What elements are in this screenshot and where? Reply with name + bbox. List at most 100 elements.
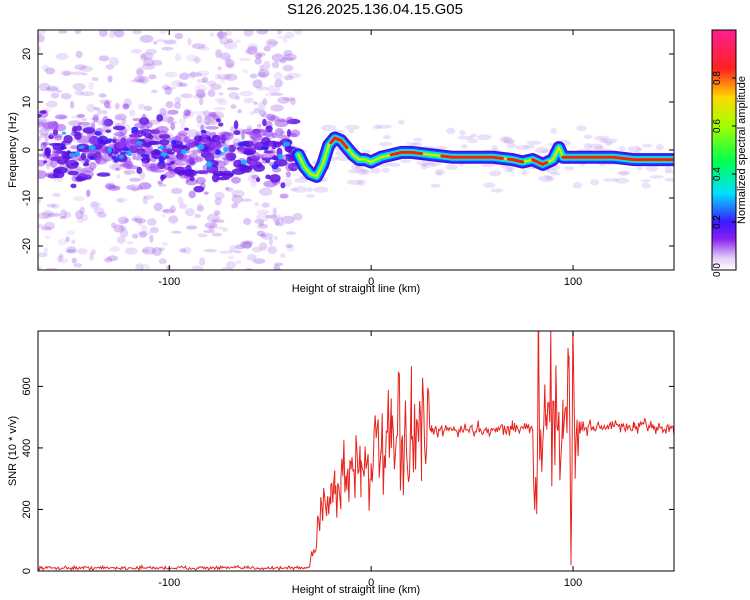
- noise-blob: [202, 43, 207, 50]
- noise-blob: [258, 222, 265, 227]
- halo-blob: [406, 142, 418, 146]
- noise-blob: [211, 218, 217, 226]
- noise-blob: [235, 39, 242, 43]
- noise-blob: [149, 226, 159, 234]
- noise-blob: [256, 52, 266, 57]
- halo-blob: [434, 169, 446, 176]
- noise-blob: [133, 215, 142, 223]
- noise-blob: [71, 239, 76, 245]
- hot-blob: [240, 159, 248, 165]
- noise-blob: [55, 52, 69, 61]
- halo-blob: [383, 135, 392, 140]
- noise-blob: [39, 133, 47, 138]
- band-blob: [183, 109, 191, 117]
- hot-blob: [60, 146, 65, 150]
- noise-blob: [52, 192, 61, 198]
- band-blob: [266, 113, 276, 121]
- band-blob: [223, 157, 229, 166]
- hot-blob: [106, 138, 114, 143]
- band-blob: [233, 130, 241, 136]
- noise-blob: [273, 235, 278, 240]
- noise-blob: [223, 40, 238, 50]
- noise-blob: [174, 32, 184, 40]
- noise-blob: [45, 67, 56, 75]
- noise-blob: [256, 30, 269, 35]
- band-blob: [132, 152, 137, 161]
- noise-blob: [263, 45, 271, 52]
- noise-blob: [38, 120, 45, 129]
- band-blob: [136, 166, 143, 174]
- hot-blob: [94, 131, 102, 136]
- halo-blob: [372, 124, 383, 130]
- noise-blob: [217, 99, 228, 106]
- noise-blob: [202, 110, 211, 118]
- halo-blob: [430, 183, 441, 188]
- band-blob: [148, 140, 162, 145]
- noise-blob: [274, 79, 283, 88]
- band-blob: [39, 110, 47, 114]
- noise-blob: [145, 48, 157, 55]
- band-blob: [194, 135, 203, 143]
- noise-blob: [235, 244, 246, 250]
- noise-blob: [196, 114, 203, 124]
- noise-blob: [186, 129, 199, 138]
- noise-blob: [249, 73, 258, 79]
- band-blob: [107, 185, 121, 191]
- noise-blob: [243, 30, 254, 37]
- band-blob: [247, 159, 262, 166]
- noise-blob: [195, 55, 200, 65]
- noise-blob: [254, 51, 262, 59]
- noise-blob: [191, 265, 204, 270]
- noise-blob: [131, 217, 139, 222]
- colorbar-tick-label: 0.4: [712, 167, 723, 181]
- ridge-layer: [292, 131, 674, 183]
- noise-blob: [180, 93, 193, 99]
- noise-blob: [159, 30, 168, 34]
- band-blob: [290, 129, 301, 138]
- band-blob: [50, 133, 63, 139]
- noise-blob: [143, 57, 155, 67]
- hot-blob: [260, 146, 269, 150]
- hot-blob: [277, 153, 283, 160]
- noise-blob: [193, 110, 207, 115]
- halo-blob: [382, 167, 390, 174]
- noise-blob: [251, 175, 258, 179]
- noise-blob: [195, 88, 206, 98]
- hot-blob: [160, 152, 168, 157]
- noise-blob: [158, 258, 167, 265]
- hot-blob: [123, 147, 130, 152]
- halo-blob: [614, 177, 629, 184]
- halo-blob: [522, 144, 535, 149]
- colorbar-gradient: [711, 29, 737, 271]
- noise-blob: [225, 186, 230, 190]
- band-blob: [112, 151, 119, 155]
- noise-blob: [218, 92, 224, 96]
- band-blob: [48, 153, 60, 162]
- noise-blob: [75, 50, 83, 59]
- noise-blob: [105, 64, 115, 70]
- noise-blob: [38, 212, 51, 220]
- noise-blob: [60, 93, 72, 100]
- ridge-peak-1: [389, 150, 424, 157]
- hot-blob: [107, 147, 113, 153]
- noise-blob: [235, 96, 241, 101]
- noise-blob: [43, 247, 48, 254]
- noise-blob: [89, 202, 102, 208]
- hot-blob: [68, 152, 76, 157]
- halo-blob: [550, 172, 561, 176]
- hot-blob: [158, 157, 164, 163]
- band-blob: [188, 190, 196, 199]
- noise-blob: [265, 38, 278, 48]
- hot-blob: [205, 161, 213, 168]
- noise-blob: [58, 253, 64, 259]
- band-blob: [233, 120, 239, 130]
- noise-blob: [156, 38, 166, 43]
- noise-blob: [274, 219, 280, 226]
- noise-blob: [65, 249, 77, 254]
- band-blob: [269, 149, 276, 156]
- noise-blob: [184, 208, 195, 217]
- noise-blob: [38, 45, 42, 53]
- noise-blob: [161, 46, 174, 51]
- noise-blob: [206, 80, 216, 86]
- noise-blob: [196, 79, 207, 83]
